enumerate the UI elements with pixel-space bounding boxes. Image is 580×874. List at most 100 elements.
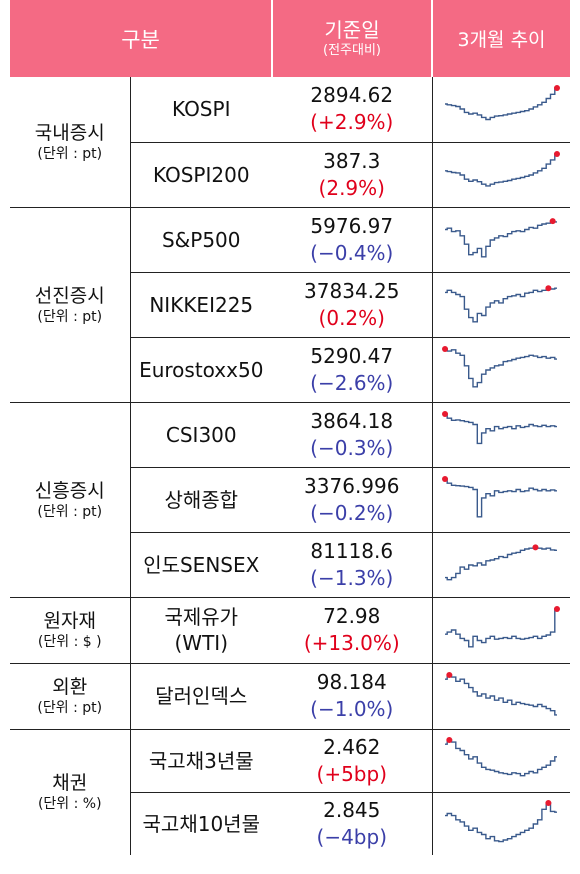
group-unit: (단위 : pt) (37, 700, 103, 716)
trend-sparkline (445, 736, 558, 776)
index-value-cell: 72.98 (+13.0%) (272, 597, 433, 664)
group-label: 신흥증시 (34, 479, 105, 502)
index-change: (−0.3%) (310, 435, 394, 460)
trend-sparkline (445, 85, 561, 121)
table-row: 원자재 (단위 : $ ) 국제유가 (WTI) 72.98 (+13.0%) (10, 597, 571, 664)
table-row: 국고채10년물 2.845 (−4bp) (10, 792, 571, 855)
index-value-cell: 3376.996 (−0.2%) (272, 467, 433, 533)
trend-peak-marker (554, 606, 561, 612)
header-base-date-label: 기준일 (324, 17, 380, 42)
index-name: CSI300 (129, 402, 273, 468)
index-value-cell: 2.462 (+5bp) (272, 729, 433, 793)
trend-peak-marker (549, 217, 556, 224)
index-change: (−1.3%) (310, 565, 394, 590)
index-value-cell: 387.3 (2.9%) (272, 142, 433, 208)
trend-peak-marker (442, 410, 449, 417)
group-unit: (단위 : $ ) (37, 634, 102, 650)
trend-sparkline (445, 799, 558, 843)
table-row: 선진증시 (단위 : pt) S&P500 5976.97 (−0.4%) (10, 207, 571, 403)
trend-line (445, 674, 558, 716)
index-change: (+5bp) (316, 761, 387, 786)
index-value-cell: 2.845 (−4bp) (272, 792, 432, 855)
index-name: S&P500 (129, 207, 273, 273)
trend-sparkline (445, 543, 558, 580)
trend-line (445, 608, 558, 648)
index-change: (−0.4%) (310, 240, 394, 265)
trend-cell (431, 467, 571, 533)
index-change: (−2.6%) (310, 370, 394, 395)
index-value: 3864.18 (310, 408, 394, 433)
index-change: (−0.2%) (310, 500, 394, 525)
group-label: 국내증시 (34, 121, 105, 144)
group-label: 선진증시 (34, 284, 105, 307)
index-value: 5290.47 (310, 343, 394, 368)
trend-sparkline (445, 606, 561, 648)
index-name: NIKKEI225 (129, 272, 273, 338)
table-row: 상해종합 3376.996 (−0.2%) (10, 467, 571, 533)
table-row: 외환 (단위 : pt) 달러인덱스 98.184 (−1.0%) (10, 663, 571, 730)
index-value-cell: 5290.47 (−2.6%) (272, 337, 433, 403)
trend-peak-marker (545, 284, 552, 291)
group-emerging: 신흥증시 (단위 : pt) (10, 402, 130, 598)
index-value-cell: 81118.6 (−1.3%) (272, 532, 433, 598)
trend-line (445, 87, 558, 121)
group-unit: (단위 : pt) (37, 503, 103, 520)
group-domestic: 국내증시 (단위 : pt) (10, 77, 130, 208)
trend-peak-marker (446, 736, 453, 743)
trend-line (445, 219, 558, 257)
header-base-date-sub: (전주대비) (323, 42, 381, 58)
group-unit: (단위 : pt) (37, 308, 103, 325)
trend-sparkline (442, 345, 558, 387)
trend-line (445, 287, 558, 322)
index-name: 국제유가 (WTI) (129, 597, 273, 664)
header-trend: 3개월 추이 (431, 0, 571, 77)
trend-line (445, 546, 558, 580)
index-value: 37834.25 (304, 278, 400, 303)
trend-cell (431, 597, 571, 664)
index-value: 387.3 (323, 148, 381, 173)
header-row: 구분 기준일 (전주대비) 3개월 추이 (10, 0, 571, 77)
index-change: (2.9%) (318, 175, 385, 200)
group-commodity: 원자재 (단위 : $ ) (10, 597, 130, 664)
group-label: 외환 (52, 676, 88, 698)
trend-cell (431, 207, 571, 273)
index-value-cell: 37834.25 (0.2%) (272, 272, 433, 338)
table-row: Eurostoxx50 5290.47 (−2.6%) (10, 337, 571, 403)
index-value: 72.98 (323, 604, 381, 628)
trend-cell (431, 402, 571, 468)
trend-line (445, 738, 558, 776)
trend-cell (431, 142, 571, 208)
group-developed: 선진증시 (단위 : pt) (10, 207, 130, 403)
trend-cell (431, 729, 571, 793)
trend-peak-marker (554, 150, 561, 157)
header-category: 구분 (10, 0, 273, 77)
trend-sparkline (442, 475, 558, 517)
trend-cell (431, 663, 571, 730)
trend-cell (431, 532, 571, 598)
table-row: 채권 (단위 : %) 국고채3년물 2.462 (+5bp) (10, 729, 571, 812)
table-row: NIKKEI225 37834.25 (0.2%) (10, 272, 571, 338)
table-row: 국내증시 (단위 : pt) KOSPI 2894.62 (+2.9%) (10, 77, 571, 208)
index-value: 2.845 (323, 797, 381, 822)
trend-peak-marker (545, 799, 552, 806)
trend-cell (431, 272, 571, 338)
market-summary-table: 구분 기준일 (전주대비) 3개월 추이 국내증시 (단위 : pt) KOSP… (10, 0, 571, 855)
trend-line (445, 802, 558, 843)
group-unit: (단위 : pt) (37, 145, 103, 162)
index-value-cell: 2894.62 (+2.9%) (272, 77, 433, 143)
trend-peak-marker (446, 672, 453, 678)
trend-line (445, 477, 558, 517)
index-name: Eurostoxx50 (129, 337, 273, 403)
trend-peak-marker (554, 85, 561, 92)
index-change: (0.2%) (318, 305, 385, 330)
index-value: 5976.97 (310, 213, 394, 238)
index-name: 달러인덱스 (129, 663, 273, 730)
index-value: 81118.6 (310, 538, 394, 563)
table-row: KOSPI200 387.3 (2.9%) (10, 142, 571, 208)
index-change: (−4bp) (316, 824, 387, 849)
trend-cell (431, 337, 571, 403)
index-change: (−1.0%) (310, 697, 394, 721)
trend-cell (431, 792, 571, 855)
index-value: 98.184 (316, 670, 387, 694)
index-change: (+2.9%) (310, 110, 394, 135)
